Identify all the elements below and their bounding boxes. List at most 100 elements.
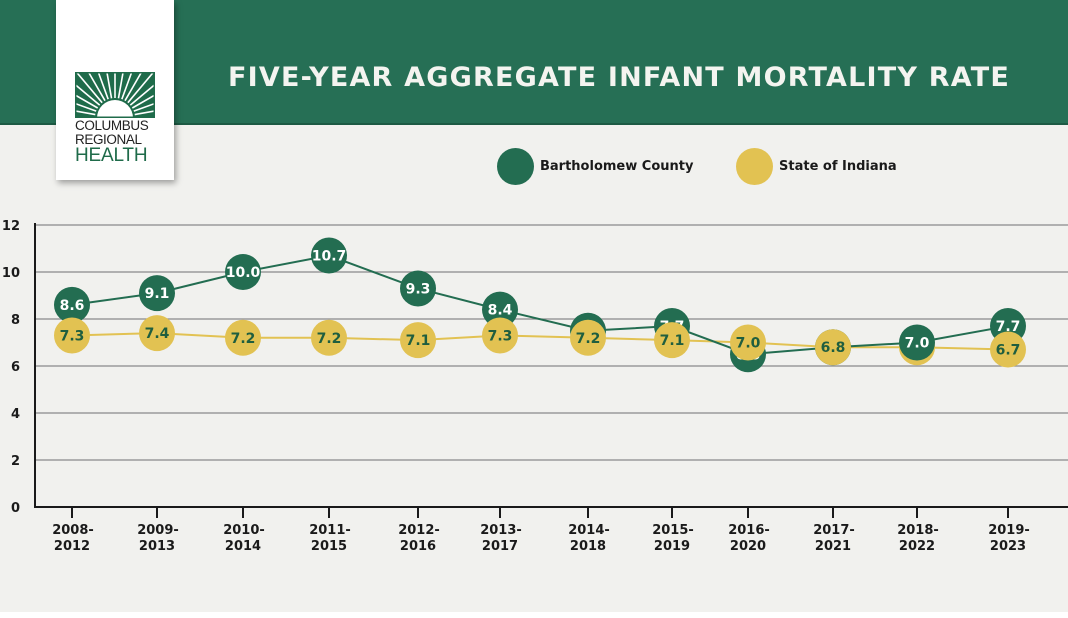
x-tick-label-line2: 2023 <box>990 539 1026 554</box>
data-point-state-label: 7.2 <box>231 331 256 347</box>
x-tick-label-line1: 2016- <box>728 523 770 538</box>
legend-item-state: State of Indiana <box>736 148 897 185</box>
sunburst-logo-icon <box>75 72 155 118</box>
data-point-state-label: 7.3 <box>488 328 513 344</box>
data-point-county-label: 8.4 <box>488 303 513 319</box>
data-point-state-dot <box>400 322 436 359</box>
data-point-state: 7.3 <box>482 317 518 354</box>
logo-ray <box>75 72 103 104</box>
logo-ray <box>75 102 97 112</box>
data-point-state: 7.1 <box>654 322 690 359</box>
data-point-state-dot <box>54 317 90 354</box>
data-point-state-label: 7.2 <box>317 331 342 347</box>
x-tick-label-line1: 2008- <box>52 523 94 538</box>
data-point-county-dot <box>400 270 436 307</box>
data-point-state-dot <box>990 331 1026 368</box>
data-point-state-label: 7.4 <box>145 326 170 342</box>
data-point-state: 6.8 <box>815 329 851 366</box>
data-point-state-dot <box>815 329 851 366</box>
data-point-county-label: 9.1 <box>145 286 170 302</box>
y-tick-label: 2 <box>11 454 20 469</box>
x-tick-label-line1: 2014- <box>568 523 610 538</box>
data-point-county-label: 7.0 <box>905 336 930 352</box>
legend-swatch-county <box>497 148 534 185</box>
y-tick-labels: 0 2 4 6 8 10 12 <box>2 219 20 516</box>
data-point-county-dot <box>311 237 347 274</box>
x-tick-label-line1: 2015- <box>652 523 694 538</box>
data-point-state: 7.2 <box>570 319 606 356</box>
data-point-state-label: 6.7 <box>996 343 1021 359</box>
logo-text-health: HEALTH <box>75 145 148 166</box>
y-tick-label: 4 <box>11 407 20 422</box>
data-point-state: 7.4 <box>139 315 175 352</box>
data-point-county-dot <box>482 291 518 328</box>
data-point-county-label: 10.7 <box>312 249 347 265</box>
data-point-state: 7.3 <box>54 317 90 354</box>
y-tick-label: 0 <box>11 501 20 516</box>
data-point-state: 7.0 <box>730 324 766 361</box>
data-point-state-label: 7.3 <box>60 328 85 344</box>
x-tick-labels: 2008-2012 2009-2013 2010-2014 2011-2015 2012… <box>52 523 1030 554</box>
data-point-state: 7.2 <box>311 319 347 356</box>
x-tick-label-line2: 2021 <box>815 539 851 554</box>
data-point-state-dot <box>482 317 518 354</box>
x-tick-label-line1: 2010- <box>223 523 265 538</box>
series-lines <box>71 254 1009 356</box>
y-tick-label: 8 <box>11 313 20 328</box>
data-point-state-label: 7.1 <box>660 333 685 349</box>
x-tick-label-line1: 2011- <box>309 523 351 538</box>
y-tick-label: 6 <box>11 360 20 375</box>
data-point-state-label: 7.0 <box>736 336 761 352</box>
data-point-state-dot <box>225 319 261 356</box>
x-tick-label-line2: 2012 <box>54 539 90 554</box>
data-point-county-dot <box>54 286 90 323</box>
logo-text-regional: REGIONAL <box>75 132 142 147</box>
series-markers: 8.6 7.3 9.1 7.4 10.0 7.2 10.7 7.2 9.3 7.1 8.4 7.3 7.… <box>54 237 1026 373</box>
x-tick-label-line2: 2017 <box>482 539 518 554</box>
logo-ray <box>106 72 113 99</box>
series-line-state <box>71 332 1009 351</box>
x-tick-label-line2: 2013 <box>139 539 175 554</box>
y-tick-label: 12 <box>2 219 20 234</box>
legend: Bartholomew County State of Indiana <box>0 148 1068 188</box>
data-point-county-label: 7.7 <box>996 319 1021 335</box>
gridlines <box>35 224 1068 461</box>
data-point-county: 7.0 <box>899 324 935 361</box>
logo-ray <box>121 72 133 100</box>
data-point-state: 6.7 <box>990 331 1026 368</box>
logo-ray <box>129 83 155 106</box>
x-tick-label-line2: 2015 <box>311 539 347 554</box>
data-point-county: 9.3 <box>400 270 436 307</box>
data-point-county-label: 8.6 <box>60 298 85 314</box>
header-band: FIVE-YEAR AGGREGATE INFANT MORTALITY RAT… <box>0 0 1068 125</box>
data-point-county-dot <box>899 324 935 361</box>
logo-ray <box>97 72 109 100</box>
data-point-county: 10.0 <box>225 254 261 290</box>
x-tick-label-line2: 2016 <box>400 539 436 554</box>
logo-ray <box>127 72 155 104</box>
data-point-county-label: 9.3 <box>406 281 431 297</box>
logo-text-columbus: COLUMBUS <box>75 118 149 133</box>
data-point-state-dot <box>311 319 347 356</box>
logo-ray <box>75 83 101 106</box>
chart-title: FIVE-YEAR AGGREGATE INFANT MORTALITY RAT… <box>228 62 1011 93</box>
legend-swatch-state <box>736 148 773 185</box>
logo-ray <box>87 72 106 102</box>
logo-ray <box>117 72 124 99</box>
data-point-state-dot <box>654 322 690 359</box>
x-tick-label-line2: 2020 <box>730 539 766 554</box>
x-tick-label-line1: 2019- <box>988 523 1030 538</box>
x-tick-label-line1: 2013- <box>480 523 522 538</box>
legend-item-county: Bartholomew County <box>497 148 693 185</box>
data-point-state: 7.2 <box>225 319 261 356</box>
x-tick-label-line2: 2019 <box>654 539 690 554</box>
series-line-county <box>71 254 1009 356</box>
legend-label-county: Bartholomew County <box>540 159 694 174</box>
logo-ray <box>75 110 96 116</box>
x-tick-label-line1: 2009- <box>137 523 179 538</box>
data-point-state-label: 6.8 <box>821 340 846 356</box>
data-point-state-label: 7.2 <box>576 331 601 347</box>
y-tick-label: 10 <box>2 266 20 281</box>
data-point-county: 10.7 <box>311 237 347 274</box>
